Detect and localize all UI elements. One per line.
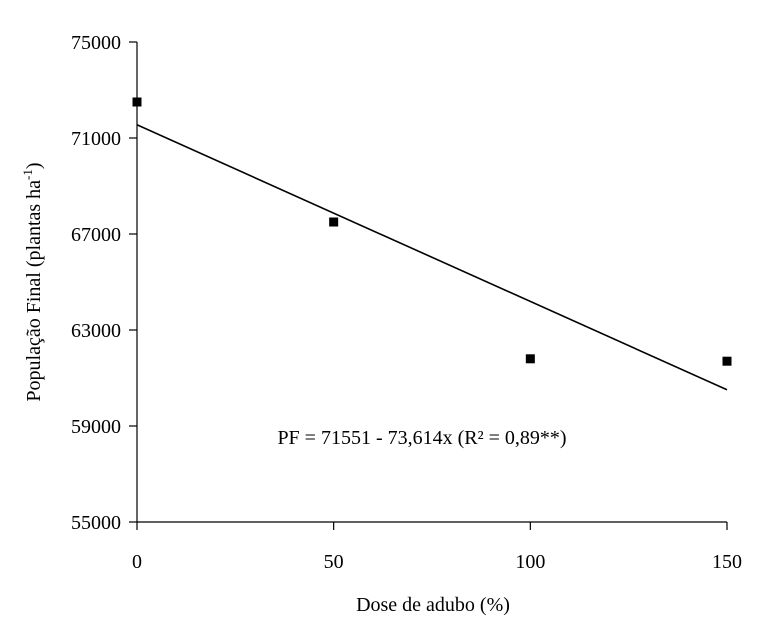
x-tick-label: 100 (515, 551, 545, 573)
x-tick-label: 0 (132, 551, 142, 573)
y-tick-label: 67000 (71, 224, 121, 246)
y-tick-label: 71000 (71, 128, 121, 150)
y-axis-title-main: População Final (plantas ha (23, 180, 45, 402)
y-axis-title: População Final (plantas ha-1) (20, 162, 45, 401)
data-point (722, 356, 732, 366)
regression-equation: PF = 71551 - 73,614x (R² = 0,89**) (277, 427, 566, 449)
y-tick-label: 63000 (71, 320, 121, 342)
y-tick-label: 59000 (71, 416, 121, 438)
y-tick-label: 55000 (71, 512, 121, 534)
y-axis-title-superscript: -1 (20, 169, 35, 180)
x-axis-title: Dose de adubo (%) (356, 594, 510, 616)
x-axis-ticks: 0 50 100 150 (132, 522, 742, 573)
x-tick-label: 150 (712, 551, 742, 573)
data-point (132, 97, 142, 107)
x-tick-label: 50 (324, 551, 344, 573)
data-point (525, 354, 535, 364)
y-tick-label: 75000 (71, 32, 121, 54)
data-point (329, 217, 339, 227)
y-axis-ticks: 55000 59000 63000 67000 71000 75000 (71, 32, 137, 534)
trend-line (136, 124, 728, 391)
data-points (132, 97, 732, 366)
y-axis-title-end: ) (23, 162, 45, 169)
